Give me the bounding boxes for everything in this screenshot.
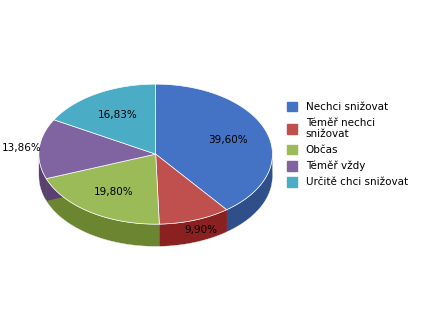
Polygon shape (46, 179, 159, 247)
Polygon shape (227, 156, 272, 232)
Text: 39,60%: 39,60% (208, 134, 247, 144)
Ellipse shape (39, 106, 273, 247)
Text: 19,80%: 19,80% (94, 187, 133, 197)
Polygon shape (156, 154, 227, 232)
Polygon shape (39, 120, 156, 179)
Polygon shape (46, 154, 156, 201)
Text: 16,83%: 16,83% (97, 110, 137, 120)
Polygon shape (39, 154, 46, 201)
Text: 13,86%: 13,86% (2, 143, 42, 153)
Polygon shape (156, 84, 273, 210)
Polygon shape (156, 154, 227, 224)
Text: 9,90%: 9,90% (184, 225, 217, 235)
Polygon shape (156, 154, 159, 247)
Polygon shape (156, 154, 159, 247)
Polygon shape (159, 210, 227, 247)
Polygon shape (46, 154, 156, 201)
Legend: Nechci snižovat, Téměř nechci
snižovat, Občas, Téměř vždy, Určitě chci snižovat: Nechci snižovat, Téměř nechci snižovat, … (285, 100, 410, 189)
Polygon shape (156, 154, 227, 232)
Polygon shape (46, 154, 159, 224)
Polygon shape (54, 84, 156, 154)
